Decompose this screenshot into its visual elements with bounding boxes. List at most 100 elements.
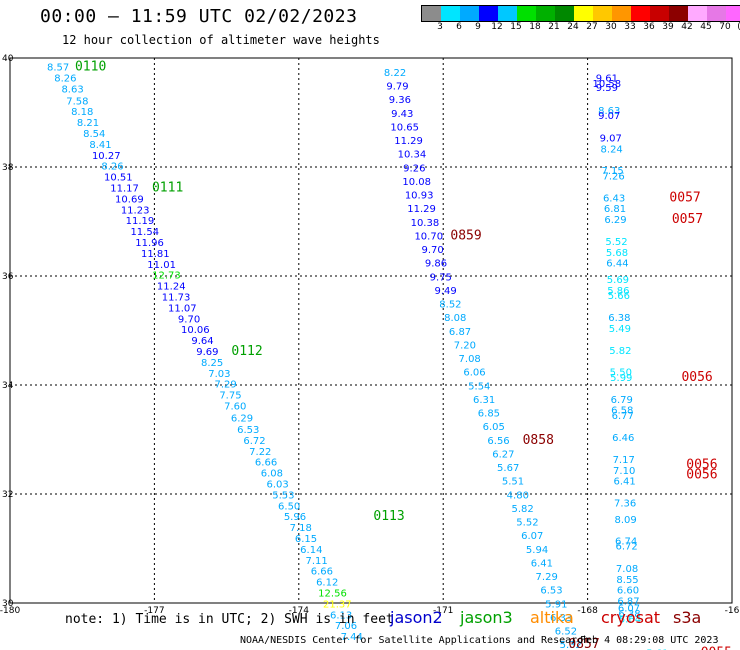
color-scale-swatch bbox=[555, 6, 574, 21]
wave-height-value: 8.22 bbox=[384, 68, 406, 79]
wave-height-value: 10.34 bbox=[398, 150, 427, 161]
wave-height-value: 8.21 bbox=[77, 118, 99, 129]
wave-height-value: 6.15 bbox=[295, 534, 317, 545]
wave-height-value: 6.87 bbox=[449, 327, 471, 338]
wave-height-value: 10.70 bbox=[414, 231, 443, 242]
pass-time-label: 0057 bbox=[672, 212, 703, 227]
wave-height-value: 5.67 bbox=[497, 463, 519, 474]
wave-height-value: 7.10 bbox=[613, 466, 635, 477]
wave-height-value: 9.64 bbox=[191, 336, 213, 347]
wave-height-value: 7.60 bbox=[224, 402, 246, 413]
pass-time-label: 0056 bbox=[686, 468, 717, 483]
wave-height-value: 11.29 bbox=[407, 204, 436, 215]
wave-height-value: 7.22 bbox=[249, 447, 271, 458]
wave-height-value: 11.96 bbox=[135, 238, 164, 249]
color-scale-label: 21 bbox=[548, 22, 560, 32]
pass-time-label: 0111 bbox=[152, 181, 183, 196]
color-scale-swatch bbox=[631, 6, 650, 21]
color-scale-label: 18 bbox=[529, 22, 541, 32]
wave-height-value: 12.73 bbox=[152, 271, 181, 282]
wave-height-value: 6.72 bbox=[615, 542, 637, 553]
wave-height-value: 5.82 bbox=[609, 346, 631, 357]
wave-height-value: 6.66 bbox=[311, 567, 333, 578]
wave-height-value: 6.44 bbox=[606, 259, 628, 270]
wave-height-value: 6.81 bbox=[604, 204, 626, 215]
wave-height-value: 5.94 bbox=[526, 545, 548, 556]
wave-height-value: 6.72 bbox=[243, 436, 265, 447]
wave-height-value: 7.18 bbox=[290, 523, 312, 534]
wave-height-value: 8.52 bbox=[439, 300, 461, 311]
wave-height-value: 10.58 bbox=[593, 79, 622, 90]
color-scale-swatch bbox=[726, 6, 740, 21]
pass-time-label: 0056 bbox=[686, 457, 717, 472]
pass-time-label: 0110 bbox=[75, 60, 106, 75]
credit-footer: NOAA/NESDIS Center for Satellite Applica… bbox=[240, 635, 590, 646]
wave-height-value: 6.29 bbox=[604, 215, 626, 226]
wave-height-value: 6.77 bbox=[612, 411, 634, 422]
wave-height-value: 6.13 bbox=[330, 610, 352, 621]
wave-height-value: 5.52 bbox=[516, 518, 538, 529]
wave-height-value: 11.73 bbox=[162, 293, 191, 304]
wave-height-value: 8.26 bbox=[101, 162, 123, 173]
wave-height-value: 10.51 bbox=[104, 173, 133, 184]
wave-height-value: 9.26 bbox=[403, 163, 425, 174]
wave-height-value: 5.50 bbox=[610, 368, 632, 379]
wave-height-value: 5.54 bbox=[468, 381, 490, 392]
x-tick-label: -168 bbox=[577, 606, 598, 616]
wave-height-value: 8.41 bbox=[89, 140, 111, 151]
wave-height-value: 4.80 bbox=[507, 490, 529, 501]
pass-time-label: 0056 bbox=[681, 370, 712, 385]
wave-height-value: 6.27 bbox=[492, 449, 514, 460]
wave-height-value: 10.06 bbox=[181, 325, 210, 336]
wave-height-value: 9.61 bbox=[596, 73, 618, 84]
color-scale-swatch bbox=[669, 6, 688, 21]
wave-height-value: 10.08 bbox=[402, 177, 431, 188]
wave-height-value: 11.29 bbox=[394, 136, 423, 147]
wave-height-value: 8.54 bbox=[83, 129, 105, 140]
color-scale-swatch bbox=[517, 6, 536, 21]
pass-time-label: 0055 bbox=[701, 645, 732, 650]
wave-height-value: 8.08 bbox=[444, 313, 466, 324]
y-tick-label: 30 bbox=[2, 599, 14, 609]
wave-height-value: 5.91 bbox=[545, 599, 567, 610]
color-scale-bar bbox=[421, 5, 740, 22]
color-scale-swatch bbox=[650, 6, 669, 21]
wave-height-value: 12.56 bbox=[318, 588, 347, 599]
wave-height-value: 11.24 bbox=[157, 282, 186, 293]
color-scale-label: 27 bbox=[586, 22, 598, 32]
plot-frame bbox=[9, 57, 733, 604]
wave-height-value: 11.07 bbox=[168, 303, 197, 314]
wave-height-value: 9.75 bbox=[430, 272, 452, 283]
color-scale-label: 33 bbox=[624, 22, 636, 32]
y-tick-label: 34 bbox=[2, 381, 14, 391]
wave-height-value: 9.07 bbox=[600, 133, 622, 144]
wave-height-value: 10.69 bbox=[115, 194, 144, 205]
wave-height-value: 5.68 bbox=[606, 248, 628, 259]
wave-height-value: 11.01 bbox=[147, 260, 176, 271]
color-scale-label: 45 bbox=[700, 22, 712, 32]
wave-height-value: 7.08 bbox=[459, 354, 481, 365]
x-tick-label: -177 bbox=[144, 606, 164, 616]
wave-height-value: 6.58 bbox=[611, 405, 633, 416]
wave-height-value: 9.69 bbox=[196, 347, 218, 358]
y-tick-label: 32 bbox=[2, 490, 13, 500]
color-scale-swatch bbox=[422, 6, 441, 21]
wave-height-value: 21.37 bbox=[323, 599, 352, 610]
wave-height-value: 6.41 bbox=[531, 558, 553, 569]
wave-height-value: 7.36 bbox=[614, 499, 636, 510]
wave-height-value: 9.07 bbox=[598, 111, 620, 122]
chart-subtitle: 12 hour collection of altimeter wave hei… bbox=[62, 33, 380, 47]
color-scale-swatch bbox=[688, 6, 707, 21]
wave-height-value: 6.43 bbox=[603, 193, 625, 204]
color-scale-label: 12 bbox=[491, 22, 503, 32]
wave-height-value: 5.32 bbox=[560, 640, 582, 650]
x-tick-label: -174 bbox=[289, 606, 310, 616]
wave-height-value: 8.25 bbox=[201, 358, 223, 369]
color-scale-swatch bbox=[536, 6, 555, 21]
wave-height-value: 6.03 bbox=[266, 479, 288, 490]
satellite-label-jason3: jason3 bbox=[460, 608, 513, 627]
wave-height-value: 8.24 bbox=[601, 144, 623, 155]
wave-height-value: 8.18 bbox=[71, 107, 93, 118]
wave-height-value: 6.38 bbox=[618, 609, 640, 620]
wave-height-value: 6.07 bbox=[521, 531, 543, 542]
